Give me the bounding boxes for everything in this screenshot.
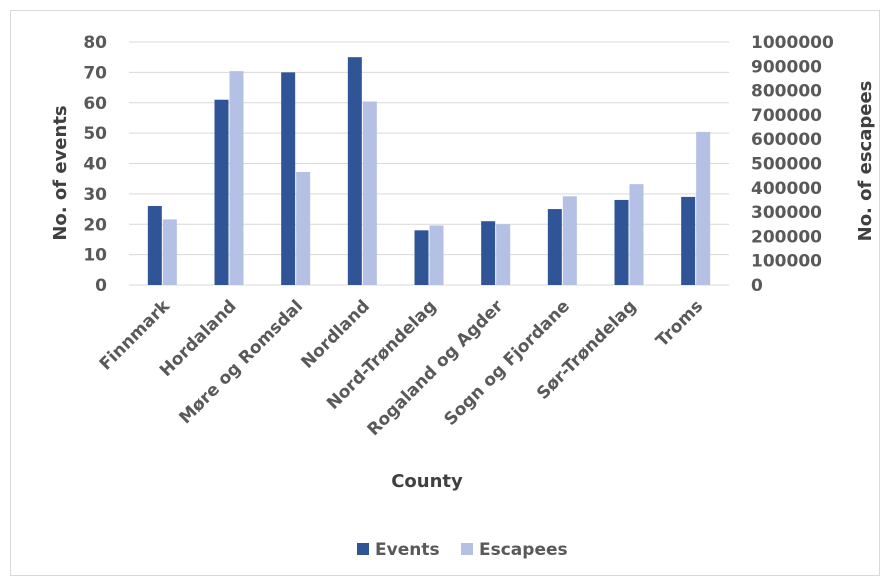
bar-events — [547, 209, 562, 285]
right-tick-label: 600000 — [751, 130, 822, 150]
left-tick-label: 20 — [83, 215, 107, 235]
right-axis-ticks: 0 100000 200000 300000 400000 500000 600000 700… — [751, 33, 834, 296]
left-tick-label: 50 — [83, 124, 107, 144]
left-tick-label: 80 — [83, 33, 107, 53]
left-tick-label: 0 — [95, 276, 107, 296]
category-label: Sogn og Fjordane — [440, 296, 573, 429]
bar-escapees — [162, 219, 177, 285]
bar-events — [414, 230, 429, 285]
left-tick-label: 30 — [83, 185, 107, 205]
right-tick-label: 200000 — [751, 227, 822, 247]
bar-escapees — [296, 172, 311, 285]
left-tick-label: 60 — [83, 94, 107, 114]
right-tick-label: 300000 — [751, 203, 822, 223]
bars — [147, 57, 711, 286]
bar-events — [347, 57, 362, 285]
right-tick-label: 900000 — [751, 57, 822, 77]
bar-events — [214, 99, 229, 286]
bar-events — [681, 196, 696, 285]
bar-escapees — [429, 225, 444, 285]
left-axis-ticks: 0 10 20 30 40 50 60 70 80 — [83, 33, 107, 296]
bar-escapees — [696, 131, 711, 285]
right-axis-title: No. of escapees — [855, 81, 876, 242]
bar-events — [281, 72, 296, 285]
left-axis-title: No. of events — [50, 105, 71, 240]
bar-events — [481, 221, 496, 285]
gridlines — [129, 41, 729, 286]
category-label: Møre og Romsdal — [175, 296, 307, 428]
legend-label-escapees: Escapees — [479, 540, 568, 560]
bar-escapees — [362, 101, 377, 285]
bar-events — [614, 199, 629, 285]
chart-frame: 0 10 20 30 40 50 60 70 80 0 100000 200000 300000 400… — [10, 10, 880, 576]
category-label: Rogaland og Agder — [364, 296, 508, 440]
legend-swatch-escapees — [461, 543, 473, 555]
bar-events — [147, 206, 162, 285]
right-tick-label: 500000 — [751, 155, 822, 175]
bar-escapees — [562, 196, 577, 285]
legend: Events Escapees — [357, 540, 568, 560]
left-tick-label: 10 — [83, 246, 107, 266]
legend-label-events: Events — [375, 540, 440, 560]
right-tick-label: 100000 — [751, 252, 822, 272]
category-label: Nord-Trøndelag — [323, 296, 440, 413]
right-tick-label: 1000000 — [751, 33, 834, 53]
right-tick-label: 400000 — [751, 179, 822, 199]
right-tick-label: 0 — [751, 276, 763, 296]
right-tick-label: 800000 — [751, 82, 822, 102]
right-tick-label: 700000 — [751, 106, 822, 126]
legend-swatch-events — [357, 543, 369, 555]
x-axis-title: County — [391, 471, 463, 492]
category-label: Troms — [652, 296, 707, 351]
bar-escapees — [229, 71, 244, 285]
left-tick-label: 70 — [83, 63, 107, 83]
bar-escapees — [629, 184, 644, 285]
bar-escapees — [496, 224, 511, 285]
chart-svg: 0 10 20 30 40 50 60 70 80 0 100000 200000 300000 400… — [50, 33, 876, 560]
left-tick-label: 40 — [83, 155, 107, 175]
